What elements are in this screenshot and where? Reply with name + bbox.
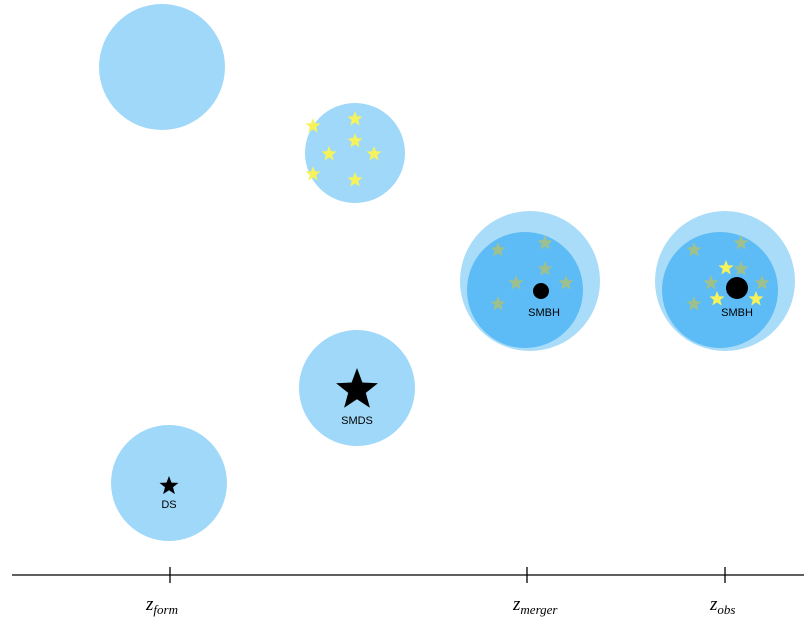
star (159, 476, 179, 495)
black-hole (726, 277, 748, 299)
label: DS (161, 499, 176, 511)
star (347, 111, 363, 126)
black-hole (533, 283, 549, 299)
symbol: z (145, 594, 154, 615)
label: SMDS (341, 415, 373, 427)
axis-label: zform (145, 594, 178, 617)
label: SMBH (528, 307, 560, 319)
star (336, 368, 378, 408)
star (718, 260, 734, 275)
star (305, 118, 321, 133)
shapes (99, 4, 795, 541)
halo (305, 103, 405, 203)
halo (99, 4, 225, 130)
star (686, 242, 702, 257)
star (347, 133, 363, 148)
subscript: merger (520, 602, 558, 617)
star (748, 291, 764, 306)
label: SMBH (721, 307, 753, 319)
subscript: obs (717, 602, 735, 617)
star (703, 275, 719, 290)
star (366, 146, 382, 161)
halo-inner (467, 232, 583, 348)
star (733, 235, 749, 250)
halo-inner (662, 232, 778, 348)
symbol: z (512, 594, 521, 615)
star (321, 146, 337, 161)
star (508, 275, 524, 290)
symbol: z (709, 594, 718, 615)
star (305, 166, 321, 181)
star (754, 275, 770, 290)
star (686, 296, 702, 311)
subscript: form (153, 602, 178, 617)
axis-label: zobs (709, 594, 735, 617)
star (490, 296, 506, 311)
star (537, 261, 553, 276)
star (558, 275, 574, 290)
star (537, 235, 553, 250)
star (709, 291, 725, 306)
star (347, 172, 363, 187)
star (733, 261, 749, 276)
star (490, 242, 506, 257)
axis-label: zmerger (512, 594, 558, 617)
